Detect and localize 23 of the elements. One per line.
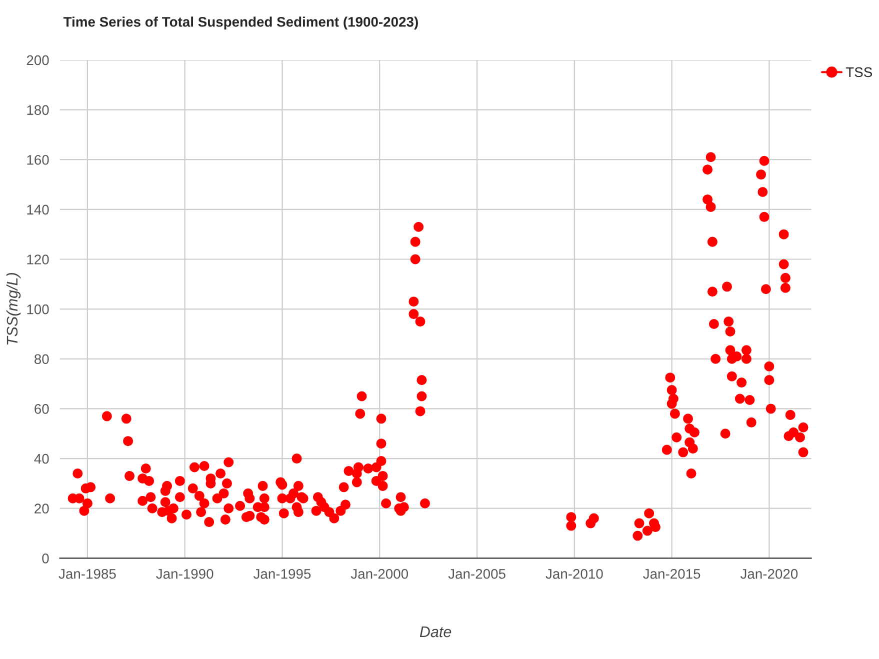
- y-tick-label: 0: [42, 554, 49, 564]
- x-tick-label: Jan-1995: [253, 568, 311, 579]
- y-tick-label: 20: [34, 504, 49, 514]
- y-tick-label: 100: [27, 304, 49, 314]
- y-tick-label: 200: [26, 55, 49, 66]
- x-tick-label: Jan-2005: [448, 568, 506, 579]
- x-tick-label: Jan-1990: [156, 568, 214, 579]
- x-axis-title: Date: [420, 626, 452, 638]
- x-tick-label: Jan-2020: [740, 568, 798, 579]
- x-tick-label: Jan-2000: [350, 568, 408, 579]
- y-tick-label: 40: [34, 454, 49, 464]
- y-tick-label: 80: [34, 354, 49, 364]
- y-tick-label: 120: [27, 254, 49, 264]
- x-tick-label: Jan-1985: [58, 568, 116, 579]
- y-tick-label: 140: [27, 204, 49, 215]
- x-tick-label: Jan-2010: [546, 568, 603, 579]
- chart-title: Time Series of Total Suspended Sediment (1900-2023): [63, 16, 418, 30]
- y-tick-label: 160: [27, 154, 49, 165]
- y-tick-label: 180: [27, 105, 49, 115]
- x-tick-label: Jan-2015: [643, 568, 700, 579]
- y-tick-label: 60: [34, 404, 49, 414]
- y-axis-title: TSS(mg/L): [6, 273, 21, 345]
- legend-label: TSS: [846, 67, 872, 78]
